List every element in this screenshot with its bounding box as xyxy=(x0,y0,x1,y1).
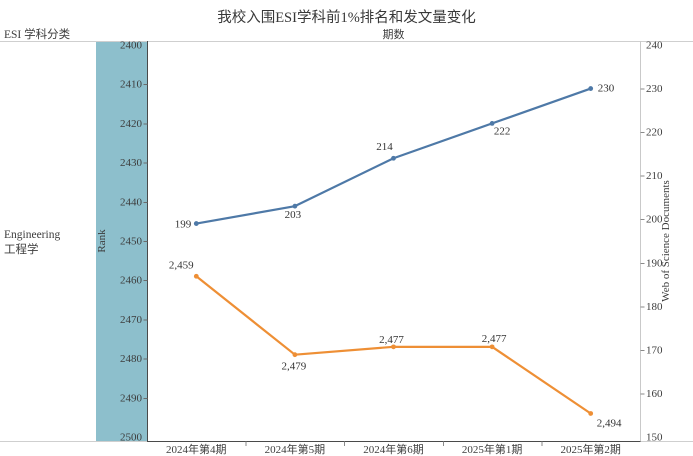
right-axis-tick-label: 190 xyxy=(646,257,663,269)
x-axis-category-label: 2024年第6期 xyxy=(363,442,424,456)
right-axis-tick-label: 210 xyxy=(646,170,663,182)
left-axis-tick-label: 2490 xyxy=(120,392,143,404)
data-point-label: 222 xyxy=(494,125,511,137)
documents-data-point-4[interactable] xyxy=(588,86,594,91)
right-axis-tick-label: 160 xyxy=(646,388,663,400)
row-label-zh: 工程学 xyxy=(4,244,39,256)
data-point-label: 2,459 xyxy=(169,259,194,271)
data-point-label: 230 xyxy=(598,83,615,95)
left-axis-tick-label: 2500 xyxy=(120,432,143,444)
rank-data-point-1[interactable] xyxy=(292,352,298,358)
chart-title: 我校入围ESI学科前1%排名和发文量变化 xyxy=(217,10,476,26)
data-point-label: 2,477 xyxy=(379,334,404,346)
documents-data-point-1[interactable] xyxy=(292,203,298,209)
rank-axis-band xyxy=(96,41,147,441)
left-axis-tick-label: 2410 xyxy=(120,79,143,91)
x-axis-category-label: 2025年第2期 xyxy=(560,442,621,456)
left-axis-tick-label: 2440 xyxy=(120,196,143,208)
data-point-label: 2,477 xyxy=(482,333,507,345)
data-point-label: 2,479 xyxy=(282,361,307,373)
left-axis-tick-label: 2430 xyxy=(120,157,143,169)
right-axis-tick-label: 180 xyxy=(646,301,663,313)
x-axis-category-label: 2024年第5期 xyxy=(265,442,326,456)
x-axis-category-label: 2024年第4期 xyxy=(166,442,227,456)
right-axis-tick-label: 170 xyxy=(646,344,663,356)
data-point-label: 214 xyxy=(376,141,393,153)
documents-data-point-0[interactable] xyxy=(193,221,199,226)
right-axis-title: Web of Science Documents xyxy=(660,180,672,302)
right-axis-tick-label: 230 xyxy=(646,83,663,95)
data-point-label: 203 xyxy=(285,209,302,221)
right-axis-tick-label: 200 xyxy=(646,214,663,226)
rank-data-point-3[interactable] xyxy=(489,344,495,350)
x-axis-title: 期数 xyxy=(382,29,405,41)
row-label-engineering: Engineering 工程学 xyxy=(4,228,60,258)
left-axis-tick-label: 2420 xyxy=(120,118,143,130)
x-axis-category-label: 2025年第1期 xyxy=(462,442,523,456)
data-point-label: 2,494 xyxy=(597,417,622,429)
left-axis-tick-label: 2450 xyxy=(120,236,143,248)
left-axis-tick-label: 2460 xyxy=(120,275,143,287)
right-axis-tick-label: 150 xyxy=(646,432,663,444)
right-axis-tick-label: 240 xyxy=(646,40,663,52)
row-dimension-header: ESI 学科分类 xyxy=(4,29,71,41)
row-label-en: Engineering xyxy=(4,229,61,241)
left-axis-tick-label: 2400 xyxy=(120,40,143,52)
left-axis-title: Rank xyxy=(96,229,108,253)
left-axis-tick-label: 2480 xyxy=(120,353,143,365)
rank-data-point-4[interactable] xyxy=(588,411,594,416)
documents-data-point-2[interactable] xyxy=(391,155,396,161)
rank-data-point-2[interactable] xyxy=(391,344,396,350)
documents-data-point-3[interactable] xyxy=(489,121,495,126)
rank-data-point-0[interactable] xyxy=(193,273,199,279)
right-axis-tick-label: 220 xyxy=(646,127,663,139)
left-axis-tick-label: 2470 xyxy=(120,314,143,326)
data-point-label: 199 xyxy=(175,219,192,231)
